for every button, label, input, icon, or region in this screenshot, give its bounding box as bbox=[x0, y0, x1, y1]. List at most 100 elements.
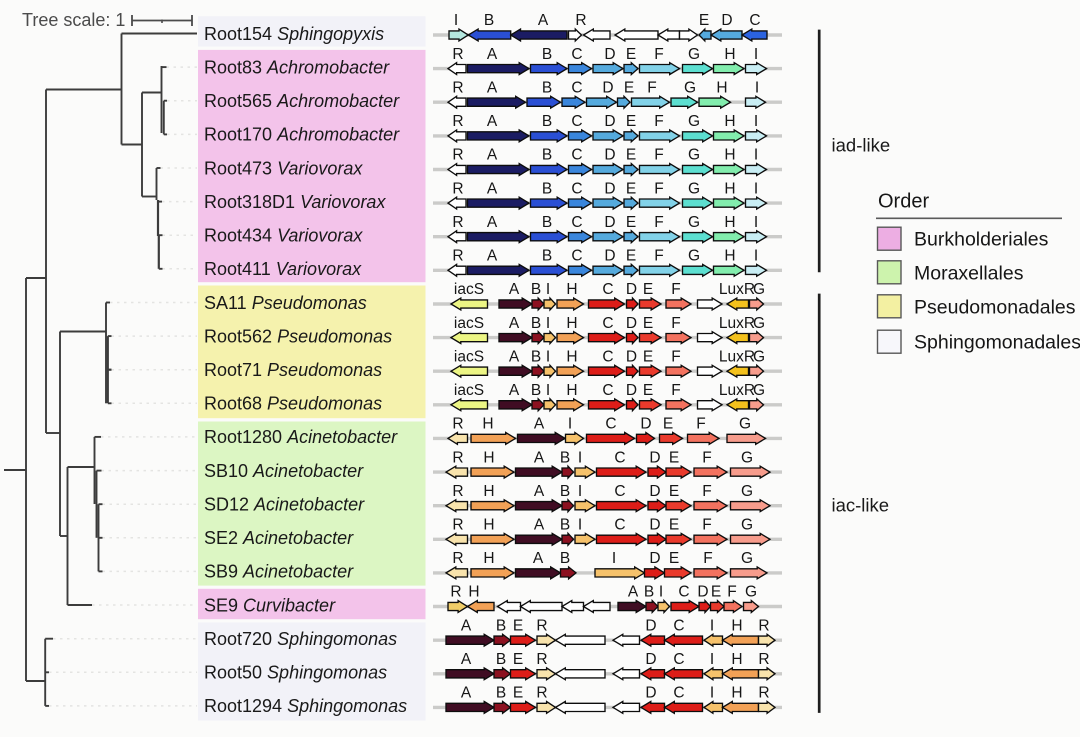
svg-text:SD12 Acinetobacter: SD12 Acinetobacter bbox=[204, 495, 365, 515]
svg-text:A: A bbox=[487, 46, 498, 63]
svg-text:H: H bbox=[468, 584, 479, 601]
svg-text:H: H bbox=[731, 685, 742, 702]
svg-text:B: B bbox=[531, 348, 541, 365]
svg-text:E: E bbox=[711, 584, 721, 601]
svg-text:SE9 Curvibacter: SE9 Curvibacter bbox=[204, 595, 336, 615]
svg-text:E: E bbox=[643, 348, 653, 365]
svg-text:Root720 Sphingomonas: Root720 Sphingomonas bbox=[204, 629, 397, 649]
svg-text:Sphingomonadales: Sphingomonadales bbox=[914, 332, 1080, 354]
svg-text:E: E bbox=[513, 651, 523, 668]
svg-text:B: B bbox=[496, 617, 506, 634]
svg-text:I: I bbox=[754, 248, 758, 265]
svg-text:E: E bbox=[663, 416, 673, 433]
svg-text:Root170 Achromobacter: Root170 Achromobacter bbox=[204, 125, 400, 145]
svg-text:iacS: iacS bbox=[454, 348, 484, 365]
svg-text:Root1280 Acinetobacter: Root1280 Acinetobacter bbox=[204, 427, 398, 447]
svg-text:H: H bbox=[724, 214, 735, 231]
svg-text:B: B bbox=[496, 685, 506, 702]
svg-text:iad-like: iad-like bbox=[832, 135, 891, 156]
svg-text:H: H bbox=[566, 348, 577, 365]
svg-text:C: C bbox=[673, 685, 684, 702]
svg-text:E: E bbox=[513, 685, 523, 702]
svg-text:B: B bbox=[531, 281, 541, 298]
svg-text:E: E bbox=[626, 248, 636, 265]
svg-text:iacS: iacS bbox=[454, 281, 484, 298]
svg-text:E: E bbox=[643, 382, 653, 399]
svg-text:iacS: iacS bbox=[454, 382, 484, 399]
svg-text:I: I bbox=[578, 517, 582, 534]
svg-text:E: E bbox=[624, 79, 634, 96]
svg-text:F: F bbox=[647, 79, 656, 96]
svg-text:G: G bbox=[741, 550, 753, 567]
svg-text:I: I bbox=[454, 12, 458, 29]
svg-text:I: I bbox=[612, 550, 616, 567]
svg-text:B: B bbox=[542, 147, 552, 164]
svg-text:B: B bbox=[542, 113, 552, 130]
svg-text:G: G bbox=[741, 517, 753, 534]
svg-text:R: R bbox=[452, 483, 463, 500]
svg-text:C: C bbox=[614, 483, 625, 500]
svg-text:D: D bbox=[649, 483, 660, 500]
svg-text:D: D bbox=[604, 147, 615, 164]
svg-text:Root565 Achromobacter: Root565 Achromobacter bbox=[204, 91, 400, 111]
svg-text:G: G bbox=[688, 248, 700, 265]
svg-text:G: G bbox=[688, 46, 700, 63]
svg-text:I: I bbox=[578, 449, 582, 466]
svg-text:B: B bbox=[531, 382, 541, 399]
svg-text:C: C bbox=[571, 248, 582, 265]
svg-text:B: B bbox=[560, 517, 570, 534]
svg-text:A: A bbox=[487, 180, 498, 197]
svg-text:C: C bbox=[602, 348, 613, 365]
svg-text:A: A bbox=[628, 584, 639, 601]
svg-text:R: R bbox=[758, 685, 769, 702]
svg-text:I: I bbox=[754, 147, 758, 164]
svg-text:I: I bbox=[710, 617, 714, 634]
svg-text:A: A bbox=[487, 113, 498, 130]
svg-text:C: C bbox=[571, 180, 582, 197]
svg-text:D: D bbox=[649, 517, 660, 534]
svg-text:E: E bbox=[626, 113, 636, 130]
svg-text:H: H bbox=[716, 79, 727, 96]
svg-text:R: R bbox=[452, 550, 463, 567]
svg-text:A: A bbox=[509, 382, 520, 399]
svg-text:A: A bbox=[534, 517, 545, 534]
svg-text:R: R bbox=[452, 248, 463, 265]
svg-text:I: I bbox=[754, 113, 758, 130]
svg-text:R: R bbox=[575, 12, 586, 29]
svg-text:Burkholderiales: Burkholderiales bbox=[914, 229, 1049, 251]
svg-text:G: G bbox=[688, 214, 700, 231]
svg-text:D: D bbox=[626, 348, 637, 365]
svg-text:D: D bbox=[626, 315, 637, 332]
svg-text:R: R bbox=[758, 651, 769, 668]
svg-text:D: D bbox=[721, 12, 732, 29]
svg-text:I: I bbox=[710, 651, 714, 668]
svg-text:G: G bbox=[753, 348, 765, 365]
svg-text:iac-like: iac-like bbox=[832, 495, 890, 516]
svg-text:Tree scale: 1: Tree scale: 1 bbox=[22, 10, 125, 30]
svg-text:A: A bbox=[534, 449, 545, 466]
svg-text:B: B bbox=[560, 550, 570, 567]
svg-text:D: D bbox=[604, 248, 615, 265]
svg-text:SE2 Acinetobacter: SE2 Acinetobacter bbox=[204, 528, 354, 548]
svg-text:G: G bbox=[741, 483, 753, 500]
svg-text:B: B bbox=[560, 483, 570, 500]
svg-text:H: H bbox=[482, 416, 493, 433]
svg-text:B: B bbox=[542, 79, 552, 96]
svg-text:G: G bbox=[741, 449, 753, 466]
svg-text:G: G bbox=[684, 79, 696, 96]
svg-text:R: R bbox=[536, 651, 547, 668]
svg-text:B: B bbox=[644, 584, 654, 601]
svg-text:E: E bbox=[643, 315, 653, 332]
svg-text:F: F bbox=[671, 348, 680, 365]
svg-text:A: A bbox=[533, 550, 544, 567]
svg-text:G: G bbox=[739, 416, 751, 433]
svg-text:I: I bbox=[568, 416, 572, 433]
svg-text:D: D bbox=[602, 79, 613, 96]
svg-text:B: B bbox=[496, 651, 506, 668]
svg-text:Order: Order bbox=[878, 191, 929, 213]
svg-text:F: F bbox=[654, 113, 663, 130]
svg-text:H: H bbox=[724, 180, 735, 197]
svg-text:C: C bbox=[614, 449, 625, 466]
svg-text:H: H bbox=[483, 483, 494, 500]
svg-text:C: C bbox=[571, 46, 582, 63]
